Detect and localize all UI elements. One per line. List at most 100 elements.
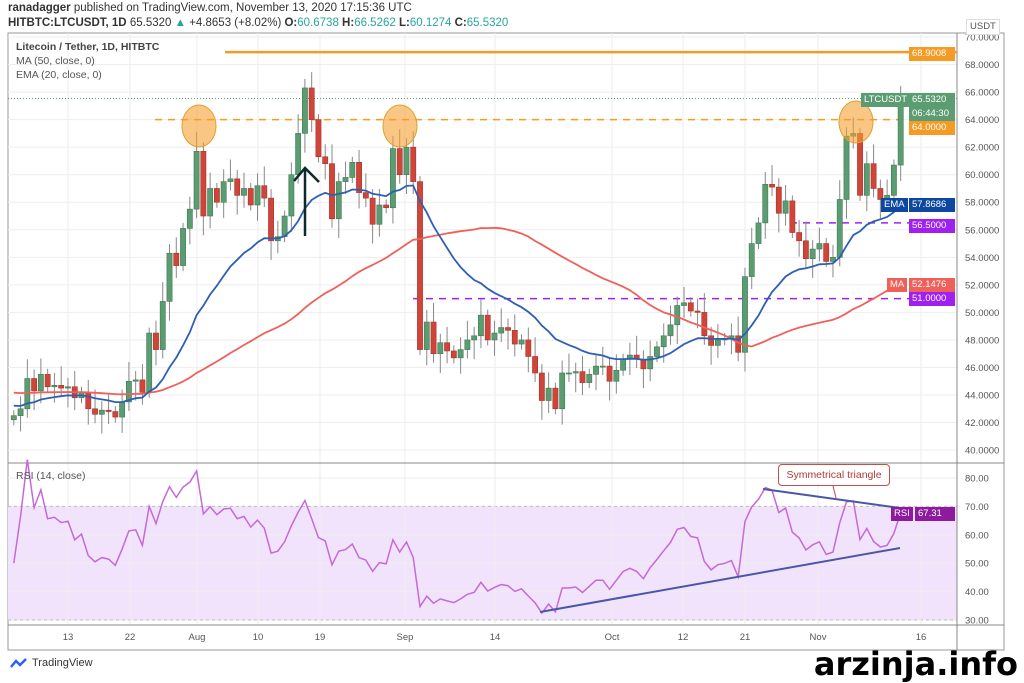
legend-rsi[interactable]: RSI (14, close) — [16, 470, 86, 482]
candle-down — [329, 163, 335, 220]
tag-ema: 57.8686 — [909, 198, 955, 212]
close-value: 65.5320 — [466, 17, 509, 29]
tradingview-logo[interactable]: TradingView — [10, 657, 93, 669]
candle-up — [471, 335, 478, 341]
date-tick-label: 12 — [678, 632, 689, 643]
candle-up — [478, 314, 484, 337]
candle-up — [674, 305, 681, 326]
candle-down — [247, 188, 254, 206]
candle-up — [782, 200, 789, 214]
candle-up — [742, 276, 748, 353]
candle-down — [322, 156, 329, 164]
candle-up — [599, 365, 606, 368]
candle-up — [437, 342, 444, 355]
date-tick-label: 13 — [63, 632, 74, 643]
candle-up — [809, 248, 816, 259]
candle-down — [430, 321, 437, 355]
legend-ema[interactable]: EMA (20, close, 0) — [16, 69, 102, 81]
highlight-ellipse — [838, 100, 874, 144]
candle-down — [417, 181, 423, 350]
date-tick-label: 14 — [490, 632, 501, 643]
candle-up — [193, 150, 200, 210]
candle-up — [897, 98, 904, 166]
price-tick-label: 46.0000 — [965, 363, 999, 374]
candle-up — [681, 302, 687, 306]
candle-up — [254, 185, 261, 206]
legend-ma[interactable]: MA (50, close, 0) — [16, 55, 95, 67]
price-tick-label: 50.0000 — [965, 308, 999, 319]
price-tick-label: 40.0000 — [965, 446, 999, 457]
candle-down — [579, 371, 586, 383]
candle-down — [525, 339, 532, 357]
tag-level-56: 56.5000 — [909, 219, 955, 233]
candle-down — [708, 335, 715, 346]
candle-up — [98, 409, 105, 415]
price-tick-label: 62.0000 — [965, 143, 999, 154]
candle-down — [31, 378, 38, 392]
price-tick-label: 68.0000 — [965, 60, 999, 71]
candle-up — [51, 385, 58, 388]
candle-up — [241, 188, 247, 196]
date-tick-label: 16 — [916, 632, 927, 643]
candle-up — [376, 204, 383, 225]
price-tick-label: 52.0000 — [965, 280, 999, 291]
candle-down — [552, 387, 559, 410]
candle-down — [44, 374, 51, 388]
candle-up — [654, 346, 660, 357]
price-tick-label: 42.0000 — [965, 418, 999, 429]
candle-up — [227, 178, 234, 182]
candle-up — [836, 199, 843, 258]
rsi-tick-label: 30.00 — [965, 616, 989, 627]
ma-50-line — [13, 226, 902, 396]
close-label: C: — [454, 17, 467, 29]
symmetrical-triangle-label: Symmetrical triangle — [778, 464, 890, 486]
candle-down — [796, 232, 803, 242]
price-tick-label: 48.0000 — [965, 335, 999, 346]
tag-level-64: 64.0000 — [909, 121, 955, 135]
candle-up — [403, 146, 410, 176]
candle-down — [789, 200, 796, 233]
tag-resistance-top: 68.9008 — [909, 47, 955, 61]
high-label: H: — [342, 17, 355, 29]
candle-down — [58, 385, 65, 389]
price-tick-label: 54.0000 — [965, 253, 999, 264]
candle-down — [538, 372, 545, 401]
tradingview-logo-icon — [10, 658, 27, 668]
last-price: 65.5320 — [129, 17, 172, 29]
candle-down — [92, 408, 98, 415]
candle-up — [349, 162, 356, 178]
publish-info: ranadagger published on TradingView.com,… — [8, 2, 412, 14]
candle-down — [369, 197, 376, 225]
candle-up — [755, 222, 762, 244]
candle-down — [308, 87, 315, 120]
candle-down — [396, 148, 403, 176]
date-tick-label: Oct — [605, 632, 620, 643]
tag-symbol: LTCUSDT — [861, 93, 911, 107]
low-value: 60.1274 — [409, 17, 452, 29]
candle-up — [132, 379, 139, 382]
low-label: L: — [398, 17, 410, 29]
candle-down — [823, 243, 830, 262]
candle-up — [220, 181, 227, 203]
brand-name: TradingView — [32, 657, 93, 669]
rsi-tick-label: 50.00 — [965, 559, 989, 570]
candle-up — [491, 332, 498, 341]
candle-up — [660, 335, 667, 348]
highlight-ellipse — [181, 104, 217, 148]
price-tick-label: 64.0000 — [965, 115, 999, 126]
candle-down — [356, 162, 362, 193]
price-tick-label: 66.0000 — [965, 88, 999, 99]
tag-ma-label: MA — [887, 278, 908, 292]
publish-date: published on TradingView.com, November 1… — [73, 2, 412, 14]
candle-down — [532, 356, 538, 374]
candle-down — [802, 240, 809, 259]
candle-up — [545, 387, 552, 401]
candle-down — [85, 391, 92, 410]
candle-down — [484, 314, 491, 341]
symbol-quote: HITBTC:LTCUSDT, 1D 65.5320 ▲ +4.8653 (+8… — [8, 17, 508, 29]
author[interactable]: ranadagger — [8, 2, 71, 14]
candle-up — [843, 135, 850, 200]
price-tick-label: 44.0000 — [965, 391, 999, 402]
candle-down — [870, 163, 877, 189]
